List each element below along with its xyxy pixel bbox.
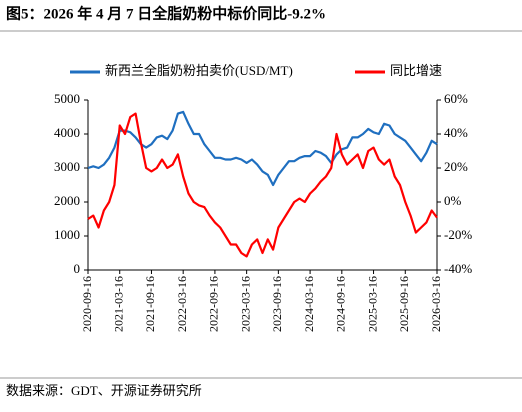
x-tick-label: 2025-09-16 xyxy=(397,276,411,332)
x-tick-label: 2023-03-16 xyxy=(238,276,252,332)
series-line xyxy=(87,110,438,187)
y-tick-label: 0 xyxy=(74,261,81,276)
y2-tick-label: -20% xyxy=(444,227,472,242)
x-tick-label: 2020-09-16 xyxy=(80,276,94,332)
y-tick-label: 2000 xyxy=(54,193,80,208)
x-tick-label: 2021-09-16 xyxy=(143,276,157,332)
legend-label: 新西兰全脂奶粉拍卖价(USD/MT) xyxy=(105,63,293,78)
y-tick-label: 1000 xyxy=(54,227,80,242)
x-tick-label: 2021-03-16 xyxy=(111,276,125,332)
x-tick-label: 2025-03-16 xyxy=(365,276,379,332)
x-tick-label: 2023-09-16 xyxy=(270,276,284,332)
x-tick-label: 2022-09-16 xyxy=(207,276,221,332)
y2-tick-label: 60% xyxy=(444,91,468,106)
series-line xyxy=(87,112,438,258)
x-tick-label: 2022-03-16 xyxy=(175,276,189,332)
source: 数据来源：GDT、开源证券研究所 xyxy=(6,383,202,398)
x-tick-label: 2024-09-16 xyxy=(334,276,348,332)
y2-tick-label: -40% xyxy=(444,261,472,276)
legend-label: 同比增速 xyxy=(390,63,442,78)
x-tick-label: 2026-03-16 xyxy=(429,276,443,332)
y2-tick-label: 0% xyxy=(444,193,462,208)
y-tick-label: 5000 xyxy=(54,91,80,106)
y-tick-label: 4000 xyxy=(54,125,80,140)
y2-tick-label: 20% xyxy=(444,159,468,174)
y-tick-label: 3000 xyxy=(54,159,80,174)
x-tick-label: 2024-03-16 xyxy=(302,276,316,332)
y2-tick-label: 40% xyxy=(444,125,468,140)
chart-title: 图5：2026 年 4 月 7 日全脂奶粉中标价同比-9.2% xyxy=(6,4,326,22)
